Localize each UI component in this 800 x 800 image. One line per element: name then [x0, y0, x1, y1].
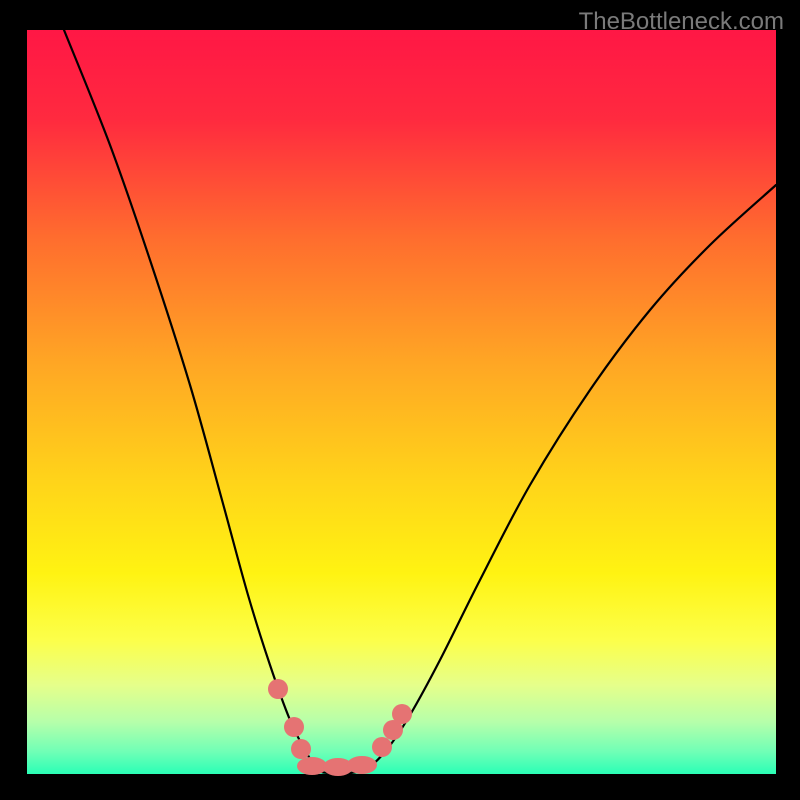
plot-gradient-background — [27, 30, 776, 774]
curve-dot — [347, 756, 377, 774]
curve-dot — [372, 737, 392, 757]
chart-stage: TheBottleneck.com — [0, 0, 800, 800]
watermark-text: TheBottleneck.com — [579, 8, 784, 36]
curve-dot — [268, 679, 288, 699]
curve-dot — [291, 739, 311, 759]
curve-dot — [284, 717, 304, 737]
curve-dot — [392, 704, 412, 724]
